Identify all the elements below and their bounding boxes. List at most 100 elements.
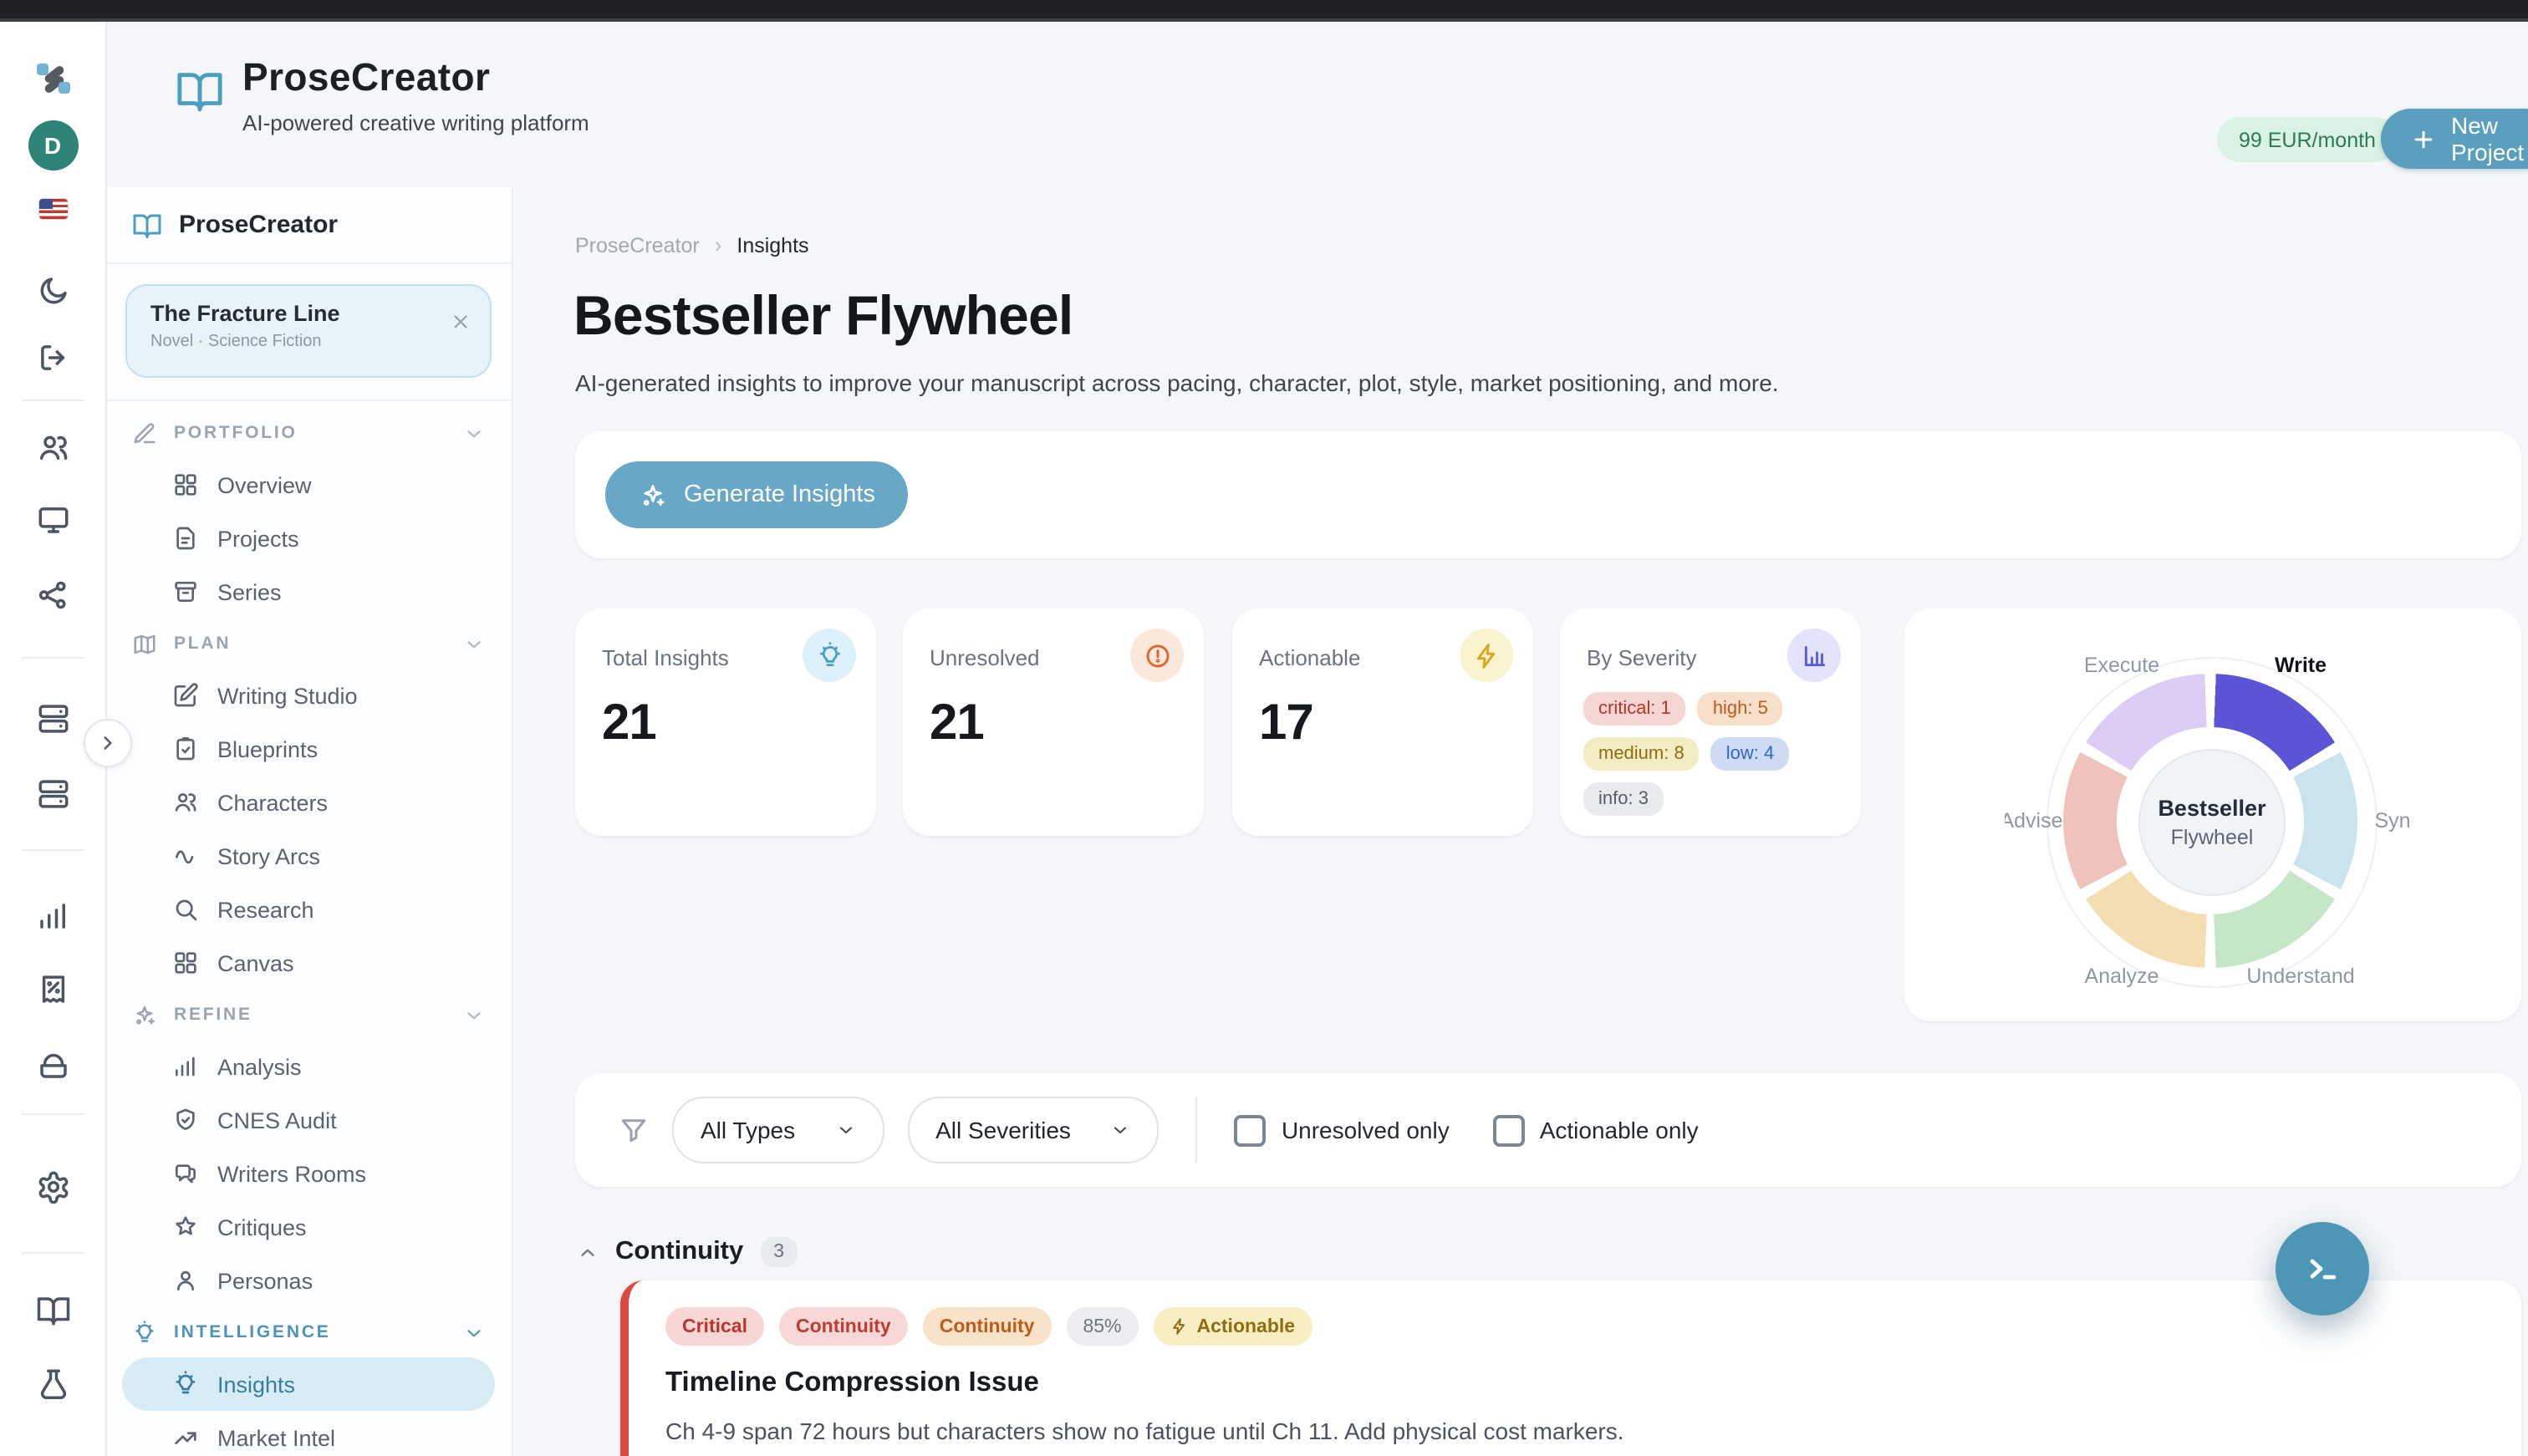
sidebar-item-overview[interactable]: Overview [122, 458, 495, 512]
sidebar-item-insights[interactable]: Insights [122, 1357, 495, 1411]
segment-label-analyze[interactable]: Analyze [2084, 965, 2159, 988]
share-network-icon[interactable] [35, 578, 70, 613]
sidebar-item-label: Analysis [217, 1054, 302, 1079]
segment-label-advise[interactable]: Advise [2005, 809, 2063, 832]
chevron-down-icon[interactable] [463, 633, 485, 654]
actionable-only-checkbox[interactable] [1492, 1114, 1525, 1146]
sidebar-item-projects[interactable]: Projects [122, 512, 495, 565]
sidebar-item-cnes-audit[interactable]: CNES Audit [122, 1093, 495, 1147]
unresolved-only-checkbox[interactable] [1234, 1114, 1267, 1146]
rail-divider [22, 657, 84, 659]
stat-card-by-severity: By Severity critical: 1 high: 5 medium: … [1560, 608, 1861, 836]
trending-up-icon [172, 1424, 199, 1451]
sidebar-item-blueprints[interactable]: Blueprints [122, 722, 495, 776]
badge-confidence: 85% [1066, 1307, 1139, 1346]
dark-mode-moon-icon[interactable] [35, 273, 70, 308]
breadcrumb: ProseCreator › Insights [575, 232, 809, 257]
book-open-icon [132, 210, 162, 240]
close-icon[interactable] [450, 311, 471, 333]
sidebar-item-label: Series [217, 579, 282, 604]
chevron-down-icon[interactable] [463, 1004, 485, 1026]
sidebar-nav: PORTFOLIO Overview Projects Series PLAN … [105, 401, 512, 1456]
actionable-only-checkbox-group[interactable]: Actionable only [1492, 1114, 1699, 1146]
badge-critical: Critical [665, 1307, 764, 1346]
breadcrumb-separator: › [714, 232, 722, 257]
sign-out-icon[interactable] [35, 340, 70, 375]
chevron-down-icon[interactable] [463, 1321, 485, 1343]
sidebar-expand-button[interactable] [84, 719, 132, 767]
severity-badge-medium: medium: 8 [1583, 737, 1700, 771]
search-icon [172, 896, 199, 923]
donut-outer-ring [2046, 657, 2378, 988]
receipt-icon[interactable] [35, 972, 70, 1007]
terminal-fab-button[interactable] [2276, 1222, 2369, 1316]
tray-icon[interactable] [35, 1047, 70, 1082]
sidebar-item-research[interactable]: Research [122, 883, 495, 936]
stat-value: 21 [602, 695, 657, 751]
breadcrumb-parent[interactable]: ProseCreator [575, 233, 700, 257]
chevron-down-icon [1111, 1120, 1131, 1140]
segment-label-write[interactable]: Write [2274, 654, 2327, 677]
sidebar-app-row[interactable]: ProseCreator [105, 187, 512, 264]
section-intelligence[interactable]: INTELLIGENCE [122, 1307, 495, 1357]
sidebar-item-characters[interactable]: Characters [122, 776, 495, 829]
language-flag-icon[interactable] [38, 199, 67, 219]
actionable-only-label: Actionable only [1539, 1117, 1699, 1143]
severity-filter-select[interactable]: All Severities [907, 1097, 1160, 1163]
sidebar-item-canvas[interactable]: Canvas [122, 936, 495, 990]
type-filter-select[interactable]: All Types [672, 1097, 884, 1163]
sidebar-item-analysis[interactable]: Analysis [122, 1040, 495, 1093]
chevron-down-icon [835, 1120, 855, 1140]
monitor-icon[interactable] [35, 502, 70, 537]
sidebar-item-label: Writers Rooms [217, 1161, 367, 1186]
flywheel-donut-chart: Bestseller Flywheel Write Syn Understand… [2005, 615, 2426, 1015]
insight-card[interactable]: Critical Continuity Continuity 85% Actio… [620, 1280, 2521, 1456]
lightbulb-icon [172, 1371, 199, 1397]
sidebar-item-critiques[interactable]: Critiques [122, 1200, 495, 1254]
section-plan[interactable]: PLAN [122, 619, 495, 669]
sidebar-item-writing-studio[interactable]: Writing Studio [122, 669, 495, 722]
insight-group-header[interactable]: Continuity 3 [577, 1237, 798, 1267]
unresolved-only-checkbox-group[interactable]: Unresolved only [1234, 1114, 1450, 1146]
sidebar-divider [105, 400, 512, 401]
lightbulb-icon [803, 629, 856, 682]
sidebar-item-writers-rooms[interactable]: Writers Rooms [122, 1147, 495, 1200]
generate-insights-button[interactable]: Generate Insights [605, 461, 909, 528]
sidebar-item-personas[interactable]: Personas [122, 1254, 495, 1307]
sidebar-item-story-arcs[interactable]: Story Arcs [122, 829, 495, 883]
plan-badge: 99 EUR/month [2217, 117, 2398, 162]
current-project-card[interactable]: The Fracture Line Novel · Science Fictio… [125, 284, 492, 378]
sidebar-item-label: Writing Studio [217, 683, 358, 708]
sidebar-item-label: Story Arcs [217, 843, 321, 868]
workspace-logo-icon[interactable] [34, 60, 71, 97]
users-icon[interactable] [35, 430, 70, 466]
stat-label: Total Insights [602, 645, 729, 670]
server-icon[interactable] [35, 701, 70, 736]
app-logo-book-icon [176, 67, 224, 115]
gear-icon[interactable] [35, 1169, 70, 1204]
server-icon[interactable] [35, 776, 70, 812]
star-icon [172, 1214, 199, 1240]
chevron-up-icon[interactable] [577, 1241, 599, 1263]
section-refine[interactable]: REFINE [122, 990, 495, 1040]
avatar[interactable]: D [28, 120, 78, 171]
sidebar-app-name: ProseCreator [179, 211, 339, 239]
sidebar-item-label: Research [217, 897, 314, 922]
segment-label-execute[interactable]: Execute [2083, 654, 2160, 677]
segment-label-syn[interactable]: Syn [2374, 809, 2411, 832]
sidebar-item-series[interactable]: Series [122, 565, 495, 619]
chevron-down-icon[interactable] [463, 422, 485, 444]
bar-chart-icon [172, 1053, 199, 1080]
segment-label-understand[interactable]: Understand [2246, 965, 2355, 988]
sidebar-item-market-intel[interactable]: Market Intel [122, 1411, 495, 1456]
sidebar-item-label: Market Intel [217, 1425, 336, 1450]
book-icon[interactable] [35, 1293, 70, 1328]
new-project-button[interactable]: New Project [2381, 109, 2528, 169]
stat-card-actionable: Actionable 17 [1232, 608, 1533, 836]
flask-icon[interactable] [35, 1367, 70, 1402]
section-portfolio[interactable]: PORTFOLIO [122, 408, 495, 458]
bar-chart-icon[interactable] [35, 899, 70, 934]
filter-divider [1195, 1097, 1198, 1163]
insight-title: Timeline Compression Issue [665, 1367, 1039, 1397]
app-header: ProseCreator AI-powered creative writing… [105, 18, 2528, 187]
